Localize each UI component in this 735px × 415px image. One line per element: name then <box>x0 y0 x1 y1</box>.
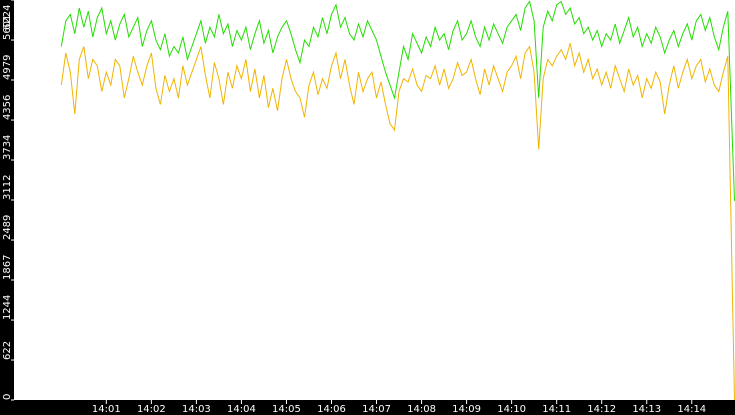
y-tick-label: 0 <box>2 394 13 400</box>
y-tick-label: 2489 <box>2 215 13 240</box>
y-tick-label: 3112 <box>2 175 13 200</box>
series-line <box>60 0 735 201</box>
y-tick-label: 1867 <box>2 255 13 280</box>
x-tick-label: 14:07 <box>362 404 391 415</box>
y-tick-label: 3734 <box>2 135 13 160</box>
x-tick-label: 14:11 <box>542 404 571 415</box>
series-line <box>60 43 735 401</box>
x-tick-label: 14:02 <box>137 404 166 415</box>
x-tick-label: 14:10 <box>497 404 526 415</box>
x-tick-label: 14:01 <box>92 404 121 415</box>
y-tick-label: 1244 <box>2 295 13 320</box>
x-tick-label: 14:06 <box>317 404 346 415</box>
y-tick-label: 4356 <box>2 95 13 120</box>
x-tick-label: 14:14 <box>677 404 706 415</box>
y-tick-label: 622 <box>2 341 13 360</box>
x-tick-label: 14:13 <box>632 404 661 415</box>
y-tick-label: 5601 <box>2 15 13 40</box>
x-tick-label: 14:12 <box>587 404 616 415</box>
y-tick-label: 6224 <box>2 5 13 30</box>
x-tick-label: 14:05 <box>272 404 301 415</box>
x-tick-label: 14:03 <box>182 404 211 415</box>
x-tick-label: 14:04 <box>227 404 256 415</box>
x-tick-label: 14:08 <box>407 404 436 415</box>
y-tick-label: 4979 <box>2 55 13 80</box>
x-axis-band <box>0 400 735 415</box>
x-tick-label: 14:09 <box>452 404 481 415</box>
y-axis-band <box>0 0 14 415</box>
